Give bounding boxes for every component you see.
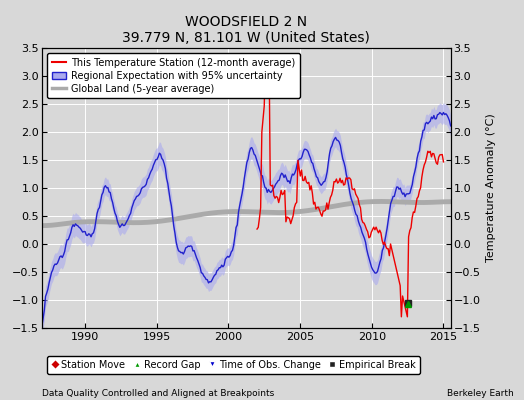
Text: Berkeley Earth: Berkeley Earth <box>447 389 514 398</box>
Text: Data Quality Controlled and Aligned at Breakpoints: Data Quality Controlled and Aligned at B… <box>42 389 274 398</box>
Title: WOODSFIELD 2 N
39.779 N, 81.101 W (United States): WOODSFIELD 2 N 39.779 N, 81.101 W (Unite… <box>122 15 370 46</box>
Legend: Station Move, Record Gap, Time of Obs. Change, Empirical Break: Station Move, Record Gap, Time of Obs. C… <box>47 356 420 374</box>
Y-axis label: Temperature Anomaly (°C): Temperature Anomaly (°C) <box>486 114 496 262</box>
